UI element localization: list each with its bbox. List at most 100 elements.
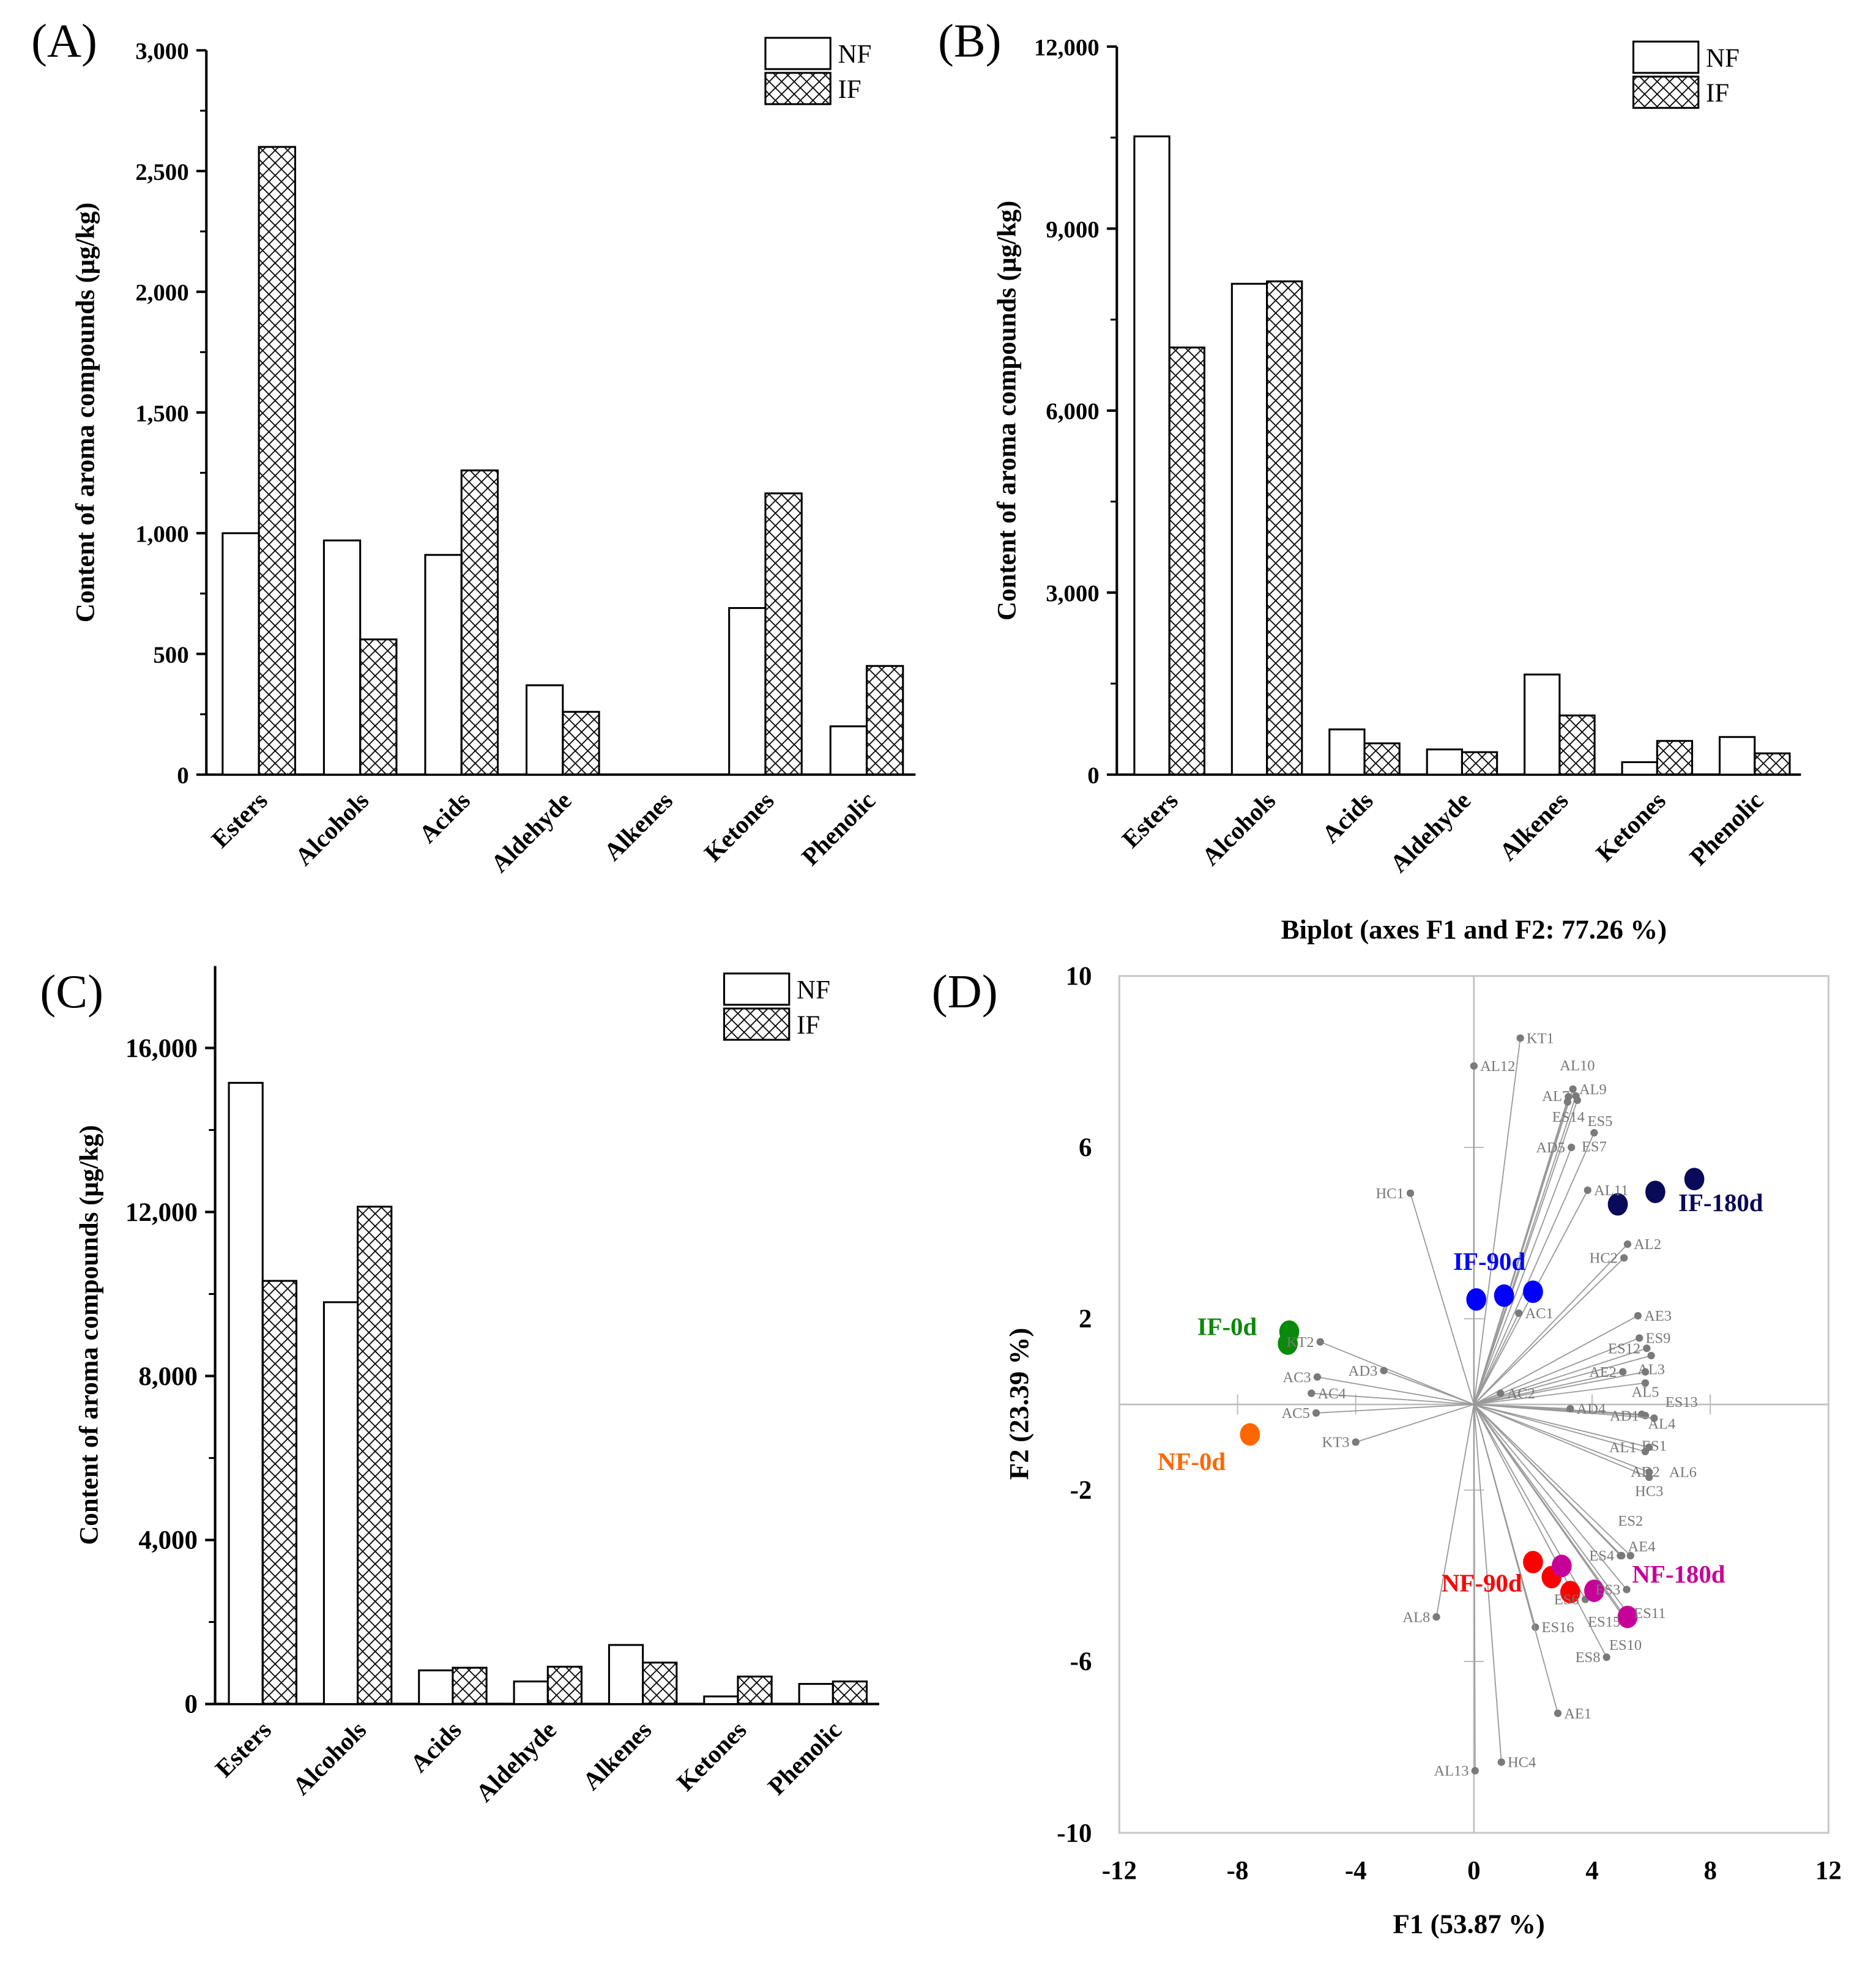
loading-point: [1497, 1758, 1505, 1766]
group-label: NF-90d: [1442, 1569, 1522, 1597]
y-tick-label: 3,000: [135, 39, 188, 65]
loading-point: [1313, 1373, 1322, 1381]
loading-point: [1573, 1096, 1581, 1104]
loading-label: AL1: [1609, 1439, 1637, 1456]
loading-vector: [1320, 1341, 1475, 1405]
loading-vector: [1473, 1404, 1650, 1448]
loading-label: ES14: [1552, 1109, 1585, 1125]
legend-label: NF: [838, 40, 871, 69]
loading-label: ES1: [1642, 1438, 1667, 1454]
bar-IF-aldehyde: [562, 711, 600, 776]
x-tick-label: -12: [1102, 1857, 1137, 1886]
y-axis-label: Content of aroma compounds (μg/kg): [75, 1125, 103, 1545]
panel-label: (C): [40, 965, 103, 1018]
bar-NF-alkenes: [1524, 673, 1561, 776]
loading-label: ES6: [1554, 1592, 1579, 1608]
loading-vector: [1473, 1371, 1623, 1405]
loading-label: KT1: [1527, 1031, 1554, 1047]
loading-label: HC2: [1590, 1250, 1618, 1267]
loading-label: ES10: [1609, 1637, 1642, 1654]
loading-label: AL10: [1560, 1057, 1595, 1074]
category-label: Phenolic: [1684, 786, 1769, 871]
loading-vector: [1473, 1403, 1571, 1409]
group-label: IF-0d: [1197, 1313, 1257, 1340]
loading-vector: [1410, 1193, 1475, 1405]
loading-point: [1618, 1551, 1626, 1560]
loading-label: AL6: [1669, 1464, 1697, 1481]
legend-label: IF: [797, 1011, 820, 1040]
loading-label: ES16: [1542, 1619, 1574, 1636]
loading-label: ES4: [1589, 1548, 1614, 1564]
loading-vector: [1473, 1404, 1646, 1452]
loading-vector: [1473, 1382, 1646, 1405]
loading-point: [1647, 1351, 1655, 1360]
loading-label: ES2: [1618, 1513, 1643, 1529]
loading-label: AL13: [1434, 1763, 1468, 1780]
loading-vector: [1355, 1404, 1475, 1443]
observation-point-nf-180d: [1584, 1580, 1604, 1602]
loading-label: AC1: [1525, 1305, 1553, 1322]
x-axis-label: F1 (53.87 %): [1393, 1908, 1544, 1939]
category-label: Phenolic: [762, 1716, 847, 1800]
y-tick-label: 3,000: [1046, 581, 1099, 607]
bar-IF-acids: [1363, 742, 1401, 776]
category-label: Phenolic: [796, 786, 880, 871]
x-tick-label: -8: [1227, 1857, 1249, 1886]
loading-label: AC4: [1317, 1386, 1346, 1402]
category-label: Esters: [1117, 786, 1183, 853]
loading-vector: [1473, 1404, 1558, 1714]
bar-NF-ketones: [1621, 761, 1658, 776]
bar-panel-0: (A) 0 500 1,000 1,500 2,000 2,500 3,000 Content …: [31, 14, 916, 878]
loading-point: [1645, 1473, 1653, 1482]
loading-point: [1470, 1062, 1478, 1070]
observation-point-nf-90d: [1523, 1551, 1543, 1573]
loading-point: [1497, 1389, 1505, 1397]
loading-point: [1554, 1709, 1562, 1717]
panel-label: (B): [938, 14, 1002, 67]
category-label: Acids: [1317, 786, 1379, 848]
loading-vector: [1473, 1404, 1650, 1473]
loading-point: [1568, 1143, 1576, 1151]
category-label: Aldehyde: [471, 1716, 562, 1807]
x-tick-label: 8: [1703, 1857, 1716, 1886]
bar-NF-ketones: [703, 1695, 739, 1705]
observation-point-nf-90d: [1560, 1581, 1580, 1603]
observation-point-if-90d: [1466, 1288, 1487, 1311]
category-label: Ketones: [671, 1716, 751, 1796]
legend-label: IF: [838, 75, 861, 104]
loading-label: HC4: [1508, 1755, 1536, 1771]
loading-vector: [1473, 1313, 1520, 1405]
legend-swatch-NF: [764, 37, 832, 70]
loading-vector: [1473, 1257, 1625, 1405]
loading-point: [1641, 1447, 1650, 1456]
loading-label: AL11: [1594, 1182, 1628, 1199]
panel-label: (A): [31, 14, 97, 67]
bar-NF-esters: [221, 532, 260, 776]
legend-swatch-IF: [764, 72, 832, 105]
category-label: Alkenes: [578, 1716, 657, 1796]
bar-IF-alcohols: [359, 638, 398, 776]
loading-vector: [1473, 1102, 1568, 1405]
loading-vector: [1473, 1392, 1501, 1405]
category-label: Acids: [414, 786, 475, 848]
category-label: Acids: [405, 1716, 467, 1778]
loading-vector: [1435, 1404, 1475, 1617]
loading-label: AL12: [1480, 1058, 1515, 1075]
bar-NF-phenolic: [829, 725, 868, 776]
loading-label: AD4: [1576, 1401, 1606, 1417]
loading-label: HC3: [1635, 1483, 1663, 1500]
loading-label: AD3: [1349, 1363, 1378, 1379]
loading-label: ES5: [1588, 1113, 1613, 1130]
x-tick-label: 4: [1585, 1857, 1598, 1886]
observation-point-nf-0d: [1240, 1423, 1260, 1446]
y-tick-label: 0: [1087, 763, 1099, 789]
loading-label: AD5: [1536, 1140, 1565, 1156]
loading-vector: [1317, 1376, 1475, 1405]
loading-point: [1620, 1254, 1628, 1262]
bar-NF-acids: [424, 554, 463, 776]
observation-point-if-90d: [1523, 1280, 1543, 1304]
category-label: Aldehyde: [486, 786, 577, 878]
bar-IF-phenolic: [1754, 752, 1791, 776]
loading-vector: [1473, 1404, 1502, 1762]
loading-label: AE2: [1589, 1364, 1617, 1381]
